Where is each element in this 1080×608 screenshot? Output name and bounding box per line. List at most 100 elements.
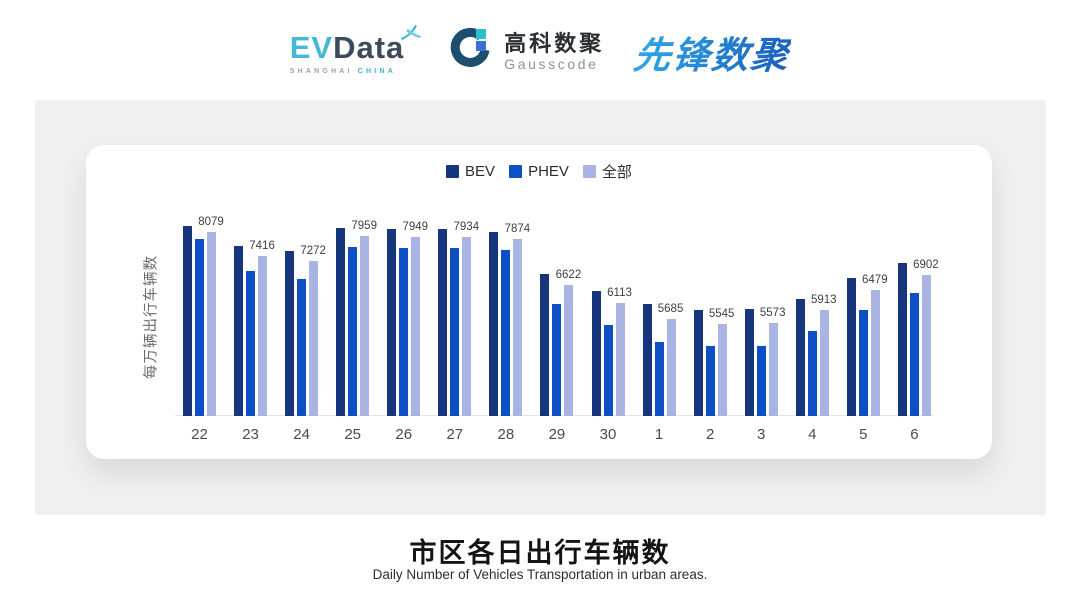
bar-bev: [489, 232, 499, 416]
bar-全部: [207, 232, 216, 416]
bar-全部: [513, 239, 523, 416]
data-label: 5545: [708, 308, 735, 320]
legend-swatch-all: [582, 165, 596, 178]
x-tick-label: 1: [654, 426, 664, 443]
bar-phev: [195, 239, 204, 416]
bar-phev: [399, 248, 409, 416]
y-axis-label: 每万辆出行车辆数: [143, 255, 160, 379]
x-tick-label: 22: [191, 426, 208, 443]
bar-bev: [336, 228, 346, 416]
bar-group-29: 6622 29: [540, 213, 581, 443]
data-label: 6479: [862, 274, 888, 286]
bar-group-25: 7959 25: [336, 213, 377, 443]
bar-group-24: 7272 24: [285, 213, 326, 443]
bar-全部: [717, 324, 727, 416]
bar-bev: [285, 251, 295, 416]
data-label: 6622: [555, 269, 582, 281]
bar-phev: [756, 346, 766, 416]
pioneer-logo: 先锋数聚: [631, 25, 793, 79]
header: EV Data SHANGHAI CHINA 高科数聚 Gausscode 先锋数…: [0, 16, 1080, 88]
data-label: 7934: [453, 221, 480, 233]
bar-bev: [540, 274, 550, 416]
bar-phev: [552, 304, 562, 416]
legend-swatch-bev: [446, 165, 460, 178]
x-tick-label: 29: [548, 426, 566, 443]
x-tick-label: 6: [910, 426, 919, 443]
legend-swatch-phev: [509, 165, 523, 178]
data-label: 7949: [402, 221, 429, 233]
data-label: 7959: [351, 220, 377, 232]
bar-phev: [807, 331, 817, 416]
chart-legend: BEV PHEV 全部: [86, 161, 992, 182]
bar-bev: [183, 226, 192, 416]
bar-group-23: 7416 23: [234, 213, 275, 443]
bar-group-3: 5573 3: [744, 213, 785, 443]
bar-group-22: 8079 22: [183, 213, 224, 443]
data-label: 8079: [198, 216, 224, 228]
data-label: 7416: [249, 240, 275, 252]
x-tick-label: 23: [242, 426, 259, 443]
evdata-logo-data: Data: [333, 29, 405, 65]
data-label: 5913: [810, 294, 837, 306]
evdata-logo-ev: EV: [289, 29, 334, 65]
bar-phev: [501, 250, 511, 416]
bar-全部: [411, 237, 421, 416]
x-tick-label: 26: [395, 426, 413, 443]
legend-item-phev[interactable]: PHEV: [509, 163, 569, 180]
bar-group-2: 5545 2: [693, 213, 734, 443]
bar-group-4: 5913 4: [795, 213, 837, 443]
x-tick-label: 3: [757, 426, 766, 443]
x-tick-label: 27: [446, 426, 464, 443]
bar-bev: [642, 304, 652, 416]
chart-title: 市区各日出行车辆数: [409, 538, 671, 568]
bar-全部: [309, 261, 319, 416]
bar-group-6: 6902 6: [897, 213, 939, 443]
bar-bev: [693, 310, 703, 416]
bar-全部: [564, 285, 574, 416]
x-tick-label: 30: [599, 426, 617, 443]
chart-panel: BEV PHEV 全部 每万辆出行车辆数 8079 22 7416 23 7272 24 7…: [35, 100, 1046, 515]
gausscode-g-icon: [448, 27, 494, 78]
bar-group-5: 6479 5: [846, 213, 888, 443]
bar-phev: [858, 310, 868, 416]
evdata-logo: EV Data SHANGHAI CHINA: [289, 24, 422, 75]
x-tick-label: 28: [497, 426, 515, 443]
bar-全部: [819, 310, 829, 416]
data-label: 7272: [300, 245, 326, 257]
bar-bev: [846, 278, 856, 416]
x-tick-label: 25: [344, 426, 362, 443]
bar-phev: [348, 247, 358, 416]
bar-全部: [666, 319, 676, 416]
x-tick-label: 2: [705, 426, 715, 443]
bar-phev: [909, 293, 919, 416]
bar-bev: [795, 299, 805, 416]
legend-item-all[interactable]: 全部: [582, 161, 632, 182]
bar-group-28: 7874 28: [489, 213, 530, 443]
data-label: 7874: [504, 223, 531, 235]
bar-phev: [297, 279, 307, 416]
bar-phev: [705, 346, 715, 416]
bar-group-1: 5685 1: [642, 213, 683, 443]
bar-全部: [768, 323, 778, 416]
bar-全部: [258, 256, 268, 416]
bar-bev: [744, 309, 754, 416]
bar-group-26: 7949 26: [387, 213, 428, 443]
gausscode-name-cn: 高科数聚: [504, 31, 605, 57]
chart-card: BEV PHEV 全部 每万辆出行车辆数 8079 22 7416 23 7272 24 7…: [86, 145, 992, 459]
bar-phev: [450, 248, 460, 416]
bar-全部: [921, 275, 931, 416]
bar-bev: [234, 246, 244, 416]
gausscode-logo: 高科数聚 Gausscode: [448, 27, 604, 78]
evdata-sub-china: CHINA: [357, 67, 396, 75]
bar-group-27: 7934 27: [438, 213, 479, 443]
bar-全部: [870, 290, 880, 416]
data-label: 6113: [607, 287, 632, 299]
bar-group-30: 6113 30: [591, 213, 632, 443]
x-tick-label: 24: [293, 426, 310, 443]
legend-item-bev[interactable]: BEV: [446, 163, 495, 180]
evdata-sparkle-icon: [400, 24, 422, 49]
data-label: 5685: [657, 303, 684, 315]
bar-phev: [246, 271, 256, 416]
plot-area: 8079 22 7416 23 7272 24 7959 25 7949 26 7934 27 7874…: [175, 213, 939, 443]
chart-subtitle: Daily Number of Vehicles Transportation …: [372, 567, 708, 582]
